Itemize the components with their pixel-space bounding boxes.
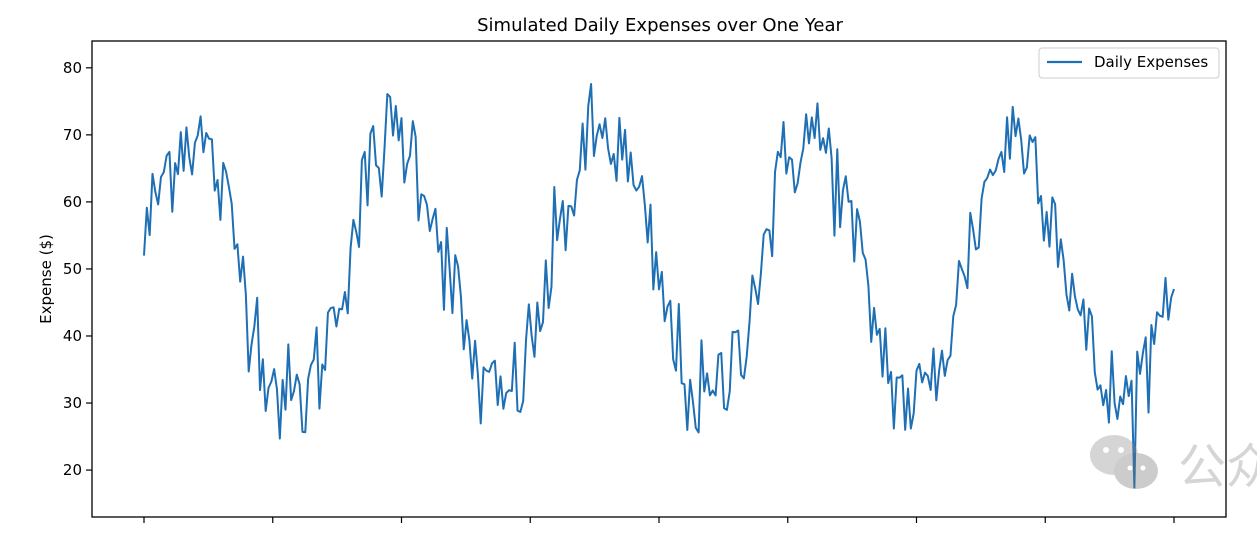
series-line-daily-expenses bbox=[143, 83, 1175, 489]
y-tick-label: 30 bbox=[63, 394, 82, 412]
y-tick-label: 60 bbox=[63, 193, 82, 211]
x-axis bbox=[143, 517, 1175, 523]
y-tick-label: 20 bbox=[63, 461, 82, 479]
y-tick-label: 80 bbox=[63, 59, 82, 77]
y-axis-label: Expense ($) bbox=[37, 234, 55, 324]
legend-label: Daily Expenses bbox=[1094, 53, 1208, 71]
y-tick-label: 40 bbox=[63, 327, 82, 345]
y-tick-label: 70 bbox=[63, 126, 82, 144]
y-axis: 20 30 40 50 60 70 80 bbox=[63, 59, 92, 479]
y-tick-label: 50 bbox=[63, 260, 82, 278]
chart-title: Simulated Daily Expenses over One Year bbox=[477, 15, 843, 36]
legend-box bbox=[1038, 47, 1220, 79]
legend: Daily Expenses bbox=[1038, 47, 1220, 79]
